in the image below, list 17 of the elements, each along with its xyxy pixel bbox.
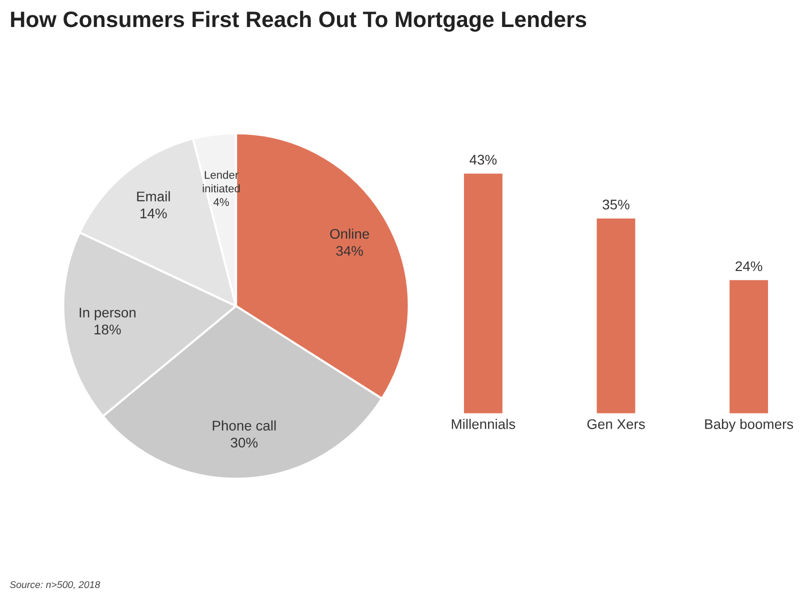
slice-label: Online [330,228,370,239]
slice-label: Email [137,191,170,202]
slice-label: Phone call [212,420,276,431]
data-label: 24% [736,261,762,272]
data-label: 4% [214,198,229,206]
data-label: 43% [470,154,497,165]
chart-title: How Consumers First Reach Out To Mortgage Lenders [11,10,586,32]
data-label: 30% [230,438,258,448]
x-tick-label: Baby boomers [705,418,794,432]
x-tick-label: Millennials [452,418,516,430]
slice-label: In person [80,308,136,320]
data-label: 18% [94,324,121,334]
x-tick-label: Gen Xers [587,419,645,430]
data-label: 14% [140,208,167,218]
source-note: Source: n>500, 2018 [10,581,100,590]
data-label: 35% [602,200,630,210]
data-label: 34% [336,246,363,256]
